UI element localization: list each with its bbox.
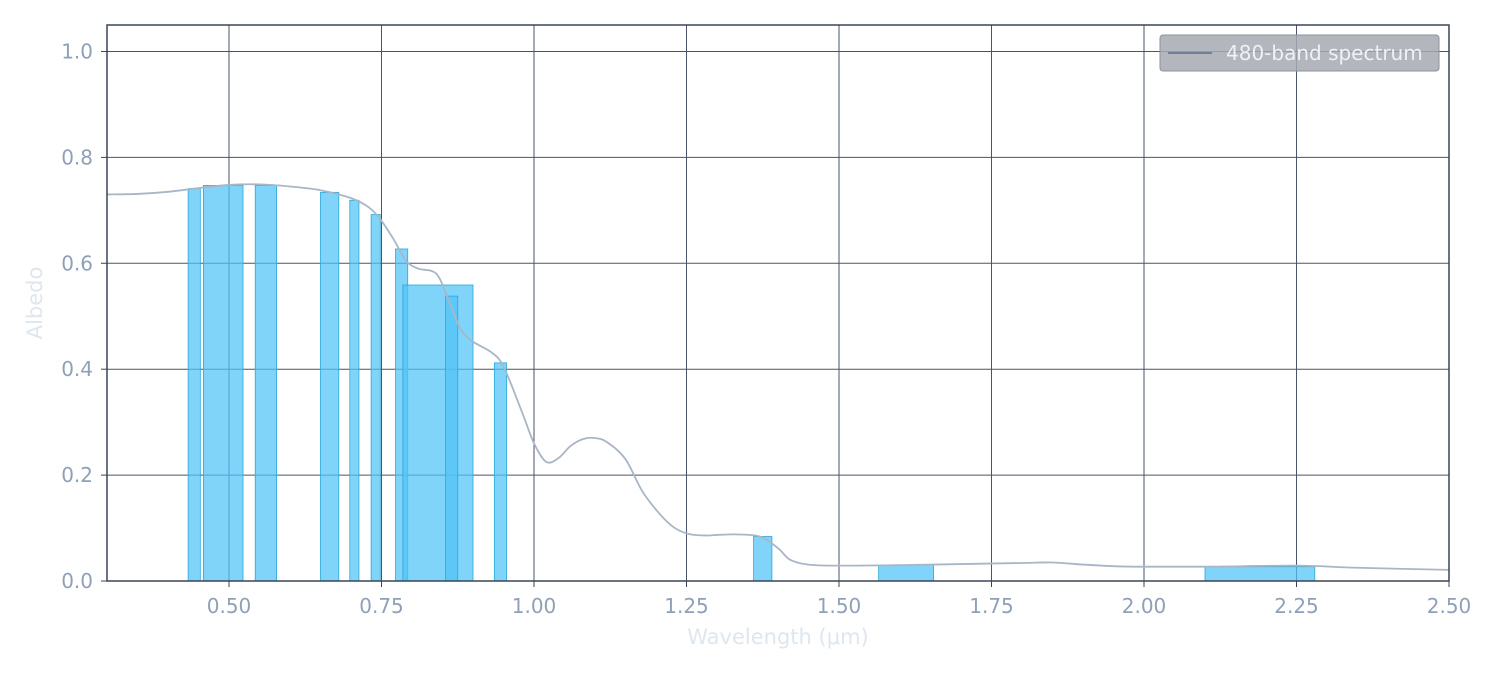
x-tick-label: 0.50 xyxy=(207,594,252,618)
y-tick-label: 0.4 xyxy=(61,357,93,381)
x-tick-label: 0.75 xyxy=(359,594,404,618)
x-axis-ticks: 0.50 0.75 1.00 1.25 1.50 1.75 2.00 2.25 2.50 xyxy=(207,581,1472,618)
bands-bars xyxy=(187,185,1316,582)
band-bar xyxy=(445,295,459,582)
band-bar xyxy=(320,191,340,582)
band-bar xyxy=(202,185,244,582)
x-tick-label: 1.50 xyxy=(817,594,862,618)
y-tick-label: 0.6 xyxy=(61,251,93,275)
band-bar xyxy=(402,284,474,582)
x-tick-label: 2.00 xyxy=(1122,594,1167,618)
plot-frame xyxy=(106,24,1450,582)
x-tick-label: 1.00 xyxy=(512,594,557,618)
legend-box xyxy=(1159,34,1440,72)
band-bar xyxy=(878,564,934,582)
x-tick-label: 2.25 xyxy=(1274,594,1319,618)
legend: 480-band spectrum xyxy=(1159,34,1440,72)
x-tick-label: 2.50 xyxy=(1427,594,1472,618)
x-axis-title: Wavelength (μm) xyxy=(687,625,868,649)
legend-label: 480-band spectrum xyxy=(1226,41,1423,65)
band-bar xyxy=(493,362,507,582)
band-bar xyxy=(753,536,773,582)
x-tick-label: 1.25 xyxy=(664,594,709,618)
y-axis-ticks: 0.0 0.2 0.4 0.6 0.8 1.0 xyxy=(61,39,107,593)
spectrum-line xyxy=(106,183,1450,571)
y-tick-label: 0.2 xyxy=(61,463,93,487)
x-tick-label: 1.75 xyxy=(969,594,1014,618)
band-bar xyxy=(370,214,381,582)
band-bar xyxy=(349,199,360,582)
band-bar xyxy=(254,185,277,582)
y-tick-label: 0.8 xyxy=(61,145,93,169)
y-tick-label: 0.0 xyxy=(61,569,93,593)
y-tick-label: 1.0 xyxy=(61,39,93,63)
y-axis-title: Albedo xyxy=(23,267,47,340)
band-bar xyxy=(187,188,201,582)
band-bar xyxy=(1204,566,1316,582)
gridlines xyxy=(107,25,1450,582)
